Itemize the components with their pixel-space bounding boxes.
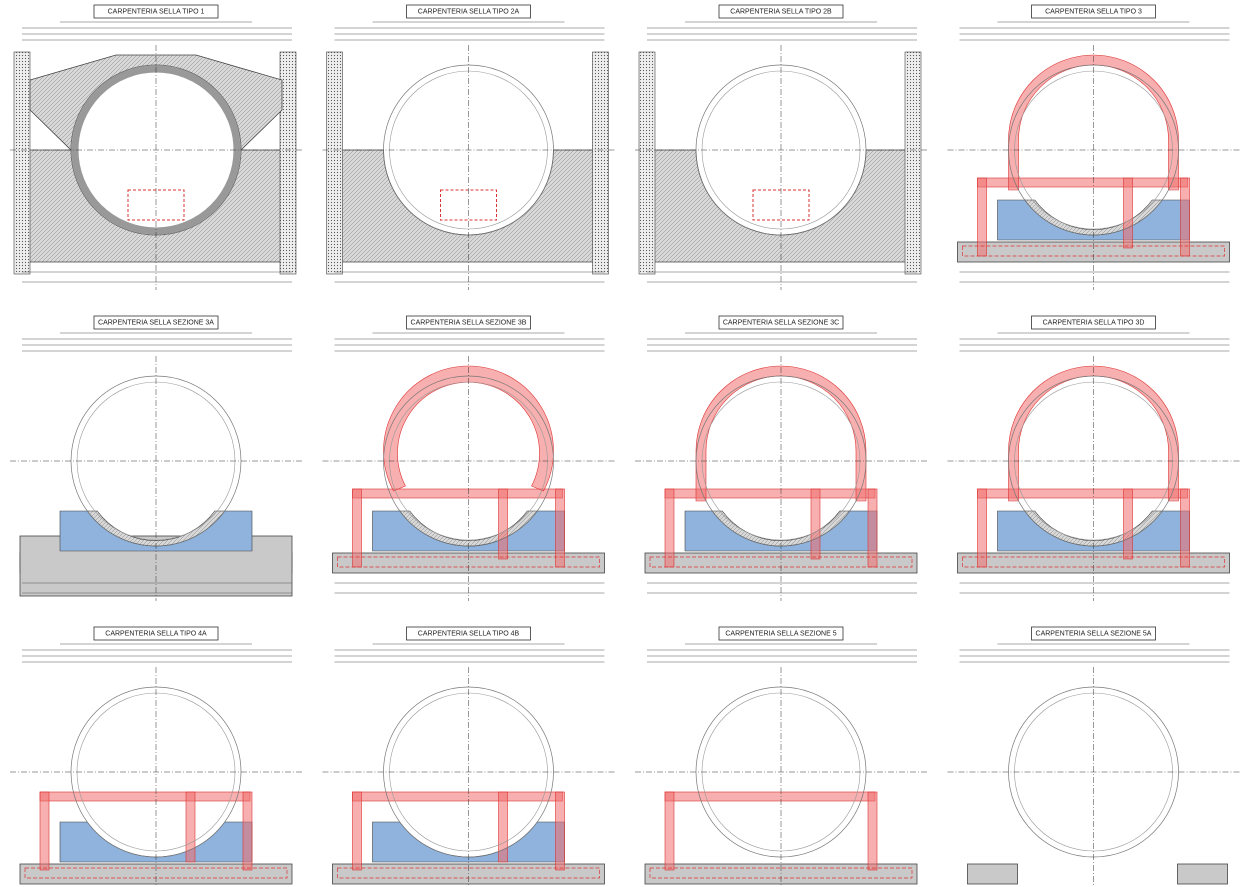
- red-post: [810, 488, 821, 560]
- drawing-panel: CARPENTERIA SELLA TIPO 2A: [322, 4, 615, 290]
- concrete-block: [1177, 863, 1228, 885]
- title-box: [1031, 626, 1156, 641]
- drawing-panel: CARPENTERIA SELLA TIPO 3D: [947, 315, 1240, 601]
- drawing-panel: CARPENTERIA SELLA TIPO 2B: [635, 4, 927, 290]
- red-post: [352, 791, 362, 871]
- panel-title: CARPENTERIA SELLA TIPO 3D: [1043, 319, 1145, 326]
- title-box: [1031, 4, 1156, 19]
- drawing-panel: CARPENTERIA SELLA TIPO 3: [947, 4, 1240, 290]
- title-box: [406, 626, 531, 641]
- side-wall: [279, 51, 297, 275]
- title-box: [1031, 315, 1156, 330]
- title-box: [93, 626, 219, 641]
- side-wall: [13, 51, 31, 275]
- red-post: [555, 791, 565, 871]
- drawing-panel: CARPENTERIA SELLA TIPO 4A: [10, 626, 302, 887]
- side-wall: [904, 51, 922, 275]
- red-arch: [1008, 54, 1179, 191]
- panel-title: CARPENTERIA SELLA TIPO 1: [108, 8, 205, 15]
- panel-title: CARPENTERIA SELLA SEZIONE 5A: [1036, 630, 1152, 637]
- title-box: [718, 315, 844, 330]
- red-beam: [39, 791, 251, 802]
- red-post: [977, 488, 987, 568]
- title-box: [93, 315, 219, 330]
- drawing-panel: CARPENTERIA SELLA SEZIONE 3C: [635, 315, 927, 601]
- panel-title: CARPENTERIA SELLA TIPO 3: [1045, 8, 1142, 15]
- red-post: [555, 488, 565, 568]
- side-wall: [592, 51, 609, 275]
- title-box: [718, 626, 844, 641]
- side-wall: [638, 51, 656, 275]
- panel-title: CARPENTERIA SELLA SEZIONE 3A: [98, 319, 214, 326]
- red-arch: [695, 365, 867, 502]
- red-post: [498, 791, 508, 863]
- red-post: [867, 488, 878, 568]
- red-post: [1180, 488, 1190, 568]
- red-post: [1123, 177, 1133, 249]
- red-post: [185, 791, 196, 863]
- red-post: [664, 488, 675, 568]
- red-beam: [664, 791, 876, 802]
- red-arch: [383, 365, 554, 492]
- concrete-block: [967, 863, 1018, 885]
- red-post: [1180, 177, 1190, 257]
- panel-title: CARPENTERIA SELLA SEZIONE 3C: [723, 319, 839, 326]
- red-post: [977, 177, 987, 257]
- drawing-panel: CARPENTERIA SELLA SEZIONE 3A: [10, 315, 302, 601]
- red-post: [242, 791, 253, 871]
- panel-title: CARPENTERIA SELLA TIPO 4A: [105, 630, 207, 637]
- panel-title: CARPENTERIA SELLA TIPO 2A: [418, 8, 520, 15]
- drawing-panel: CARPENTERIA SELLA TIPO 4B: [322, 626, 615, 887]
- panel-title: CARPENTERIA SELLA SEZIONE 5: [725, 630, 836, 637]
- drawing-panel: CARPENTERIA SELLA SEZIONE 3B: [322, 315, 615, 601]
- panel-title: CARPENTERIA SELLA TIPO 2B: [730, 8, 832, 15]
- title-box: [406, 315, 531, 330]
- red-post: [39, 791, 50, 871]
- side-wall: [326, 51, 343, 275]
- drawing-panel: CARPENTERIA SELLA SEZIONE 5A: [947, 626, 1240, 887]
- drawing-panel: CARPENTERIA SELLA TIPO 1: [10, 4, 302, 290]
- drawing-panel: CARPENTERIA SELLA SEZIONE 5: [635, 626, 927, 887]
- red-beam: [352, 791, 563, 802]
- red-post: [352, 488, 362, 568]
- red-post: [498, 488, 508, 560]
- red-arch: [1008, 365, 1179, 502]
- red-post: [1123, 488, 1133, 560]
- red-post: [867, 791, 878, 871]
- title-box: [93, 4, 219, 19]
- title-box: [406, 4, 531, 19]
- title-box: [718, 4, 844, 19]
- panel-title: CARPENTERIA SELLA TIPO 4B: [418, 630, 520, 637]
- red-beam: [352, 488, 563, 499]
- red-post: [664, 791, 675, 871]
- panel-title: CARPENTERIA SELLA SEZIONE 3B: [411, 319, 527, 326]
